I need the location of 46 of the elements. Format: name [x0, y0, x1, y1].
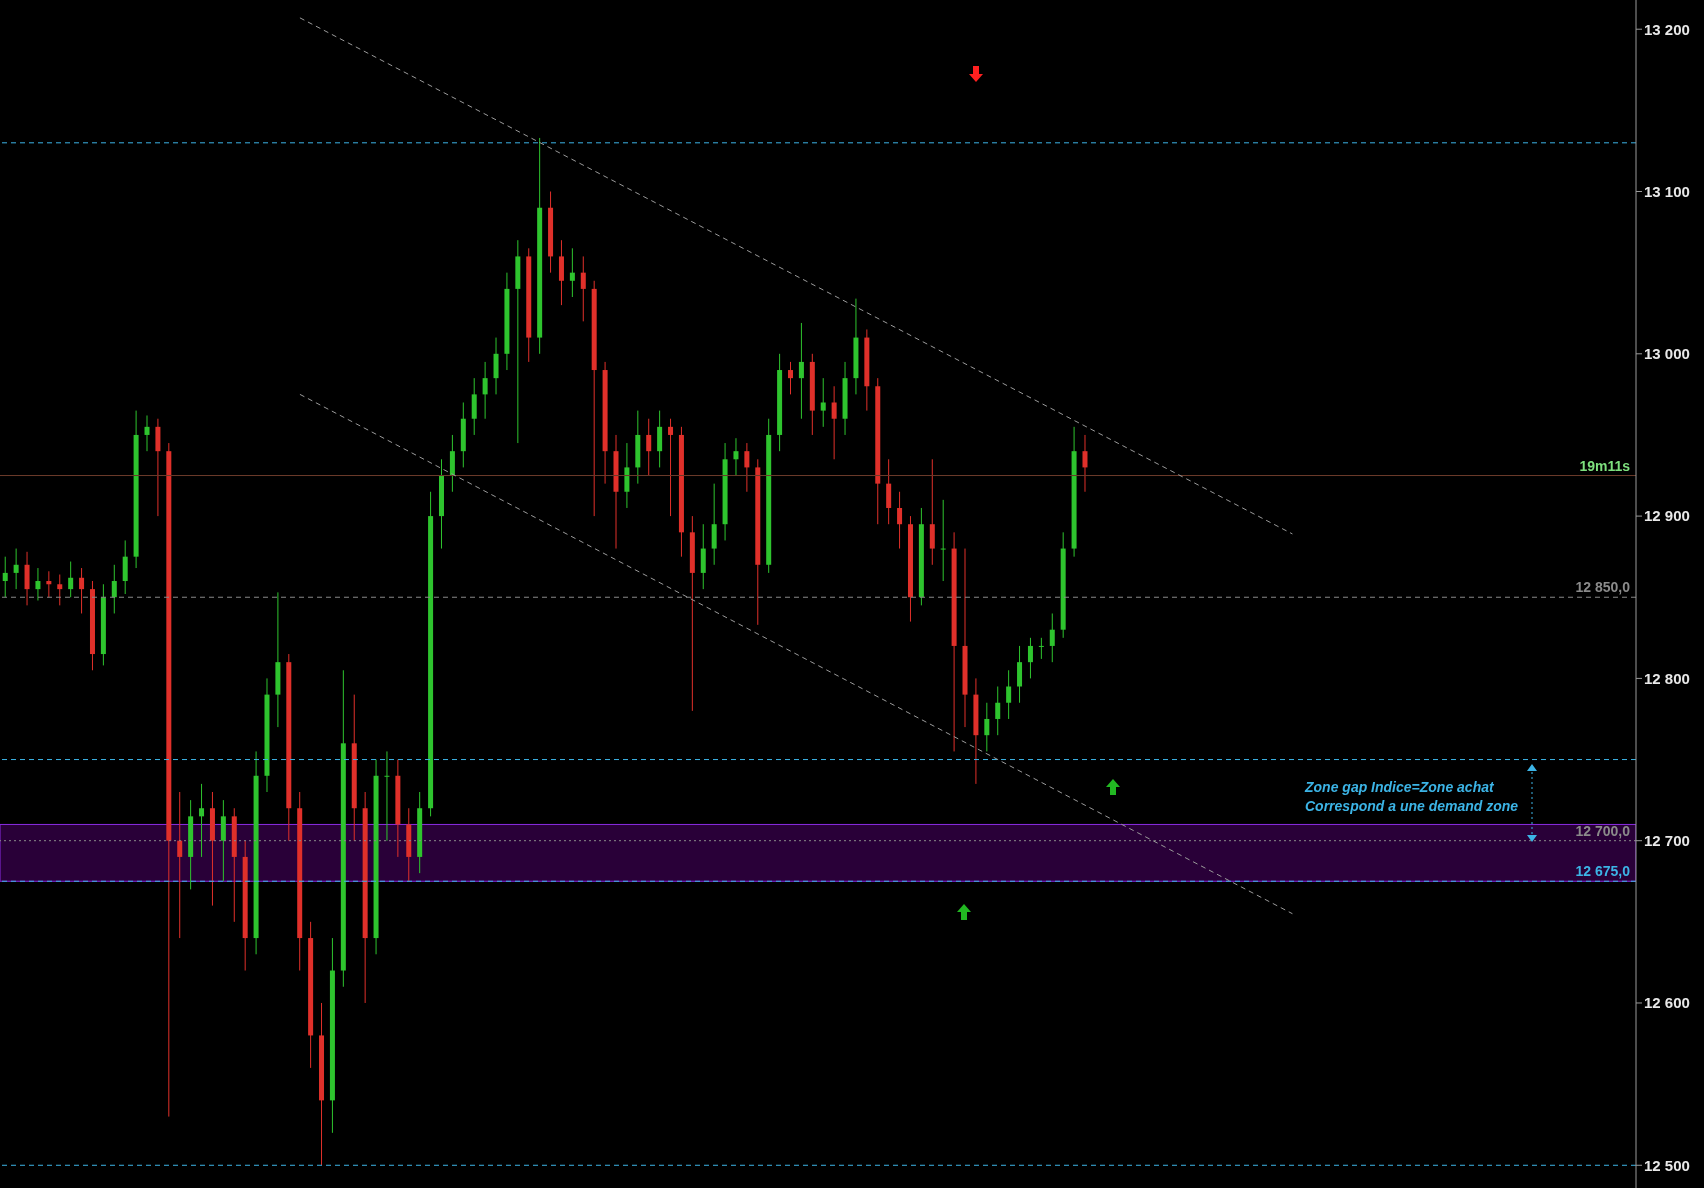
candlestick [733, 437, 739, 477]
annotation: Zone gap Indice=Zone achat [1305, 778, 1495, 797]
candlestick [199, 783, 205, 858]
candlestick [35, 567, 41, 601]
candlestick [384, 750, 390, 842]
candlestick [897, 491, 903, 550]
candlestick [831, 385, 837, 460]
candlestick [482, 361, 488, 420]
candlestick [668, 418, 674, 517]
y-tick-label: 13 000 [1644, 345, 1690, 363]
candlestick [940, 499, 946, 582]
annotation: Correspond a une demand zone [1305, 797, 1519, 816]
y-tick-label: 13 100 [1644, 182, 1690, 200]
y-tick-label: 12 500 [1644, 1156, 1690, 1174]
candlestick [820, 377, 826, 428]
candlestick [79, 567, 85, 614]
candlestick [68, 561, 74, 598]
ref-line-label: 12 700,0 [1575, 822, 1631, 839]
candlestick [646, 418, 652, 477]
candlestick [1027, 637, 1033, 679]
candlestick [177, 791, 183, 939]
candlestick [580, 255, 586, 322]
ref-line-label: 19m11s [1579, 457, 1631, 474]
candlestick [569, 247, 575, 298]
candlestick [1082, 434, 1088, 493]
candlestick [798, 322, 804, 420]
y-tick-label: 12 900 [1644, 507, 1690, 525]
candlestick [13, 548, 19, 590]
candlestick [788, 361, 794, 395]
candlestick [57, 574, 63, 606]
candlestick [1038, 637, 1044, 660]
candlestick [46, 570, 52, 598]
candlestick [995, 686, 1001, 736]
y-tick-label: 13 200 [1644, 20, 1690, 38]
candlestick [744, 442, 750, 493]
candlestick [144, 414, 150, 452]
candlestick [1006, 669, 1012, 720]
ref-line-label: 12 850,0 [1575, 579, 1631, 596]
candlestick [111, 564, 117, 614]
candlestick [2, 556, 8, 598]
y-tick-label: 12 600 [1644, 994, 1690, 1012]
candlestick [1049, 612, 1055, 663]
y-tick-label: 12 800 [1644, 669, 1690, 687]
y-tick-label: 12 700 [1644, 832, 1690, 850]
candlestick [984, 702, 990, 752]
ref-line-label: 12 675,0 [1575, 863, 1631, 880]
